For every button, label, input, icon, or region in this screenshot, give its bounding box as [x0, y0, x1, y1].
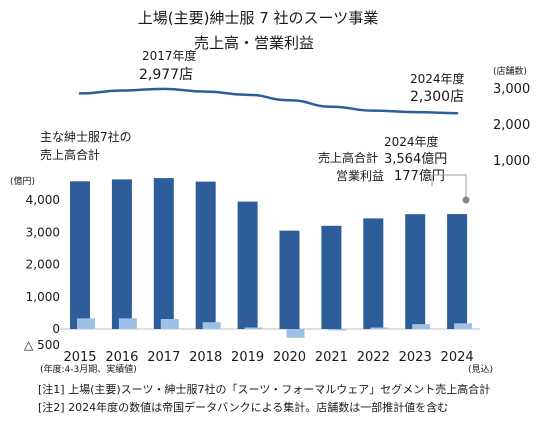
profit-bar: [328, 329, 347, 331]
y-tick-label: 1,000: [26, 290, 60, 304]
sales-bar: [321, 225, 342, 329]
x-tick-label: 2020: [273, 350, 306, 365]
profit-bar: [77, 318, 95, 329]
y-tick-label: 0: [52, 322, 60, 336]
store-count-line: [78, 87, 459, 115]
end-callout-leader: [431, 174, 467, 198]
store-end-value: 2,300店: [410, 89, 464, 105]
x-tick-label: 2016: [105, 350, 138, 365]
profit-bar: [202, 322, 221, 329]
profit-bar: [244, 327, 263, 329]
footnote-1: [注1] 上場(主要)スーツ・紳士服7社の「スーツ・フォーマルウェア」セグメント…: [38, 383, 491, 396]
end-callout-marker: [462, 196, 470, 204]
sales-bar: [447, 214, 468, 329]
forecast-note: (見込): [468, 364, 493, 375]
chart-title-line2: 売上高・営業利益: [194, 34, 314, 52]
sales-series-label-2: 売上高合計: [40, 147, 100, 162]
store-start-value: 2,977店: [139, 67, 193, 83]
sales-bar: [237, 201, 258, 329]
end-callout-sales-value: 3,564億円: [384, 151, 447, 167]
end-callout-sales-label: 売上高合計: [318, 150, 378, 165]
sales-bar: [363, 218, 384, 329]
store-start-year: 2017年度: [142, 48, 197, 63]
sales-bar: [195, 181, 216, 329]
footnotes: [注1] 上場(主要)スーツ・紳士服7社の「スーツ・フォーマルウェア」セグメント…: [38, 381, 490, 417]
sales-bar: [111, 179, 132, 329]
x-tick-label: 2015: [63, 350, 96, 365]
x-tick-label: 2023: [399, 350, 432, 365]
x-axis-labels: 2015 2016 2017 2018 2019 2020 2021 2022 2023 2024: [63, 350, 473, 365]
store-count-path: [78, 87, 459, 115]
chart-title-line1: 上場(主要)紳士服 7 社のスーツ事業: [138, 9, 379, 27]
profit-bar: [412, 324, 431, 329]
sales-bar: [405, 214, 426, 329]
y-tick-label: 3,000: [26, 225, 60, 239]
yen-axis-label: (億円): [10, 175, 35, 187]
sales-series-label-1: 主な紳士服7社の: [40, 129, 132, 144]
end-callout-year: 2024年度: [384, 134, 439, 149]
x-tick-label: 2019: [231, 350, 264, 365]
store-axis-tick: 2,000: [493, 118, 530, 133]
profit-bar: [118, 318, 137, 329]
y-tick-label: 2,000: [26, 258, 60, 272]
y-tick-label: 4,000: [26, 193, 60, 207]
x-tick-label: 2024: [441, 350, 474, 365]
profit-bar: [286, 329, 305, 338]
store-axis-label: (店舗数): [493, 65, 527, 77]
x-tick-label: 2018: [189, 350, 222, 365]
yen-axis-ticks: 4,000 3,000 2,000 1,000 0 △ 500: [24, 193, 60, 352]
store-axis-ticks: 3,000 2,000 1,000: [493, 82, 530, 169]
x-tick-label: 2017: [147, 350, 180, 365]
x-tick-label: 2021: [315, 350, 348, 365]
bars: [70, 178, 473, 338]
store-end-year: 2024年度: [410, 71, 465, 86]
x-tick-label: 2022: [357, 350, 390, 365]
footnote-2: [注2] 2024年度の数値は帝国データバンクによる集計。店舗数は一部推計値を含…: [38, 401, 449, 414]
profit-bar: [160, 319, 179, 329]
y-tick-label: △ 500: [24, 338, 60, 352]
profit-bar: [370, 327, 389, 329]
end-callout-profit-label: 営業利益: [336, 169, 384, 183]
sales-bar: [70, 181, 90, 329]
fiscal-year-note: (年度:4-3月期、実績値): [40, 363, 137, 375]
sales-bar: [153, 178, 174, 329]
store-axis-tick: 1,000: [493, 154, 530, 169]
store-axis-tick: 3,000: [493, 82, 530, 97]
profit-bar: [454, 323, 473, 329]
end-callout-profit-value: 177億円: [394, 168, 445, 184]
sales-bar: [279, 230, 300, 329]
